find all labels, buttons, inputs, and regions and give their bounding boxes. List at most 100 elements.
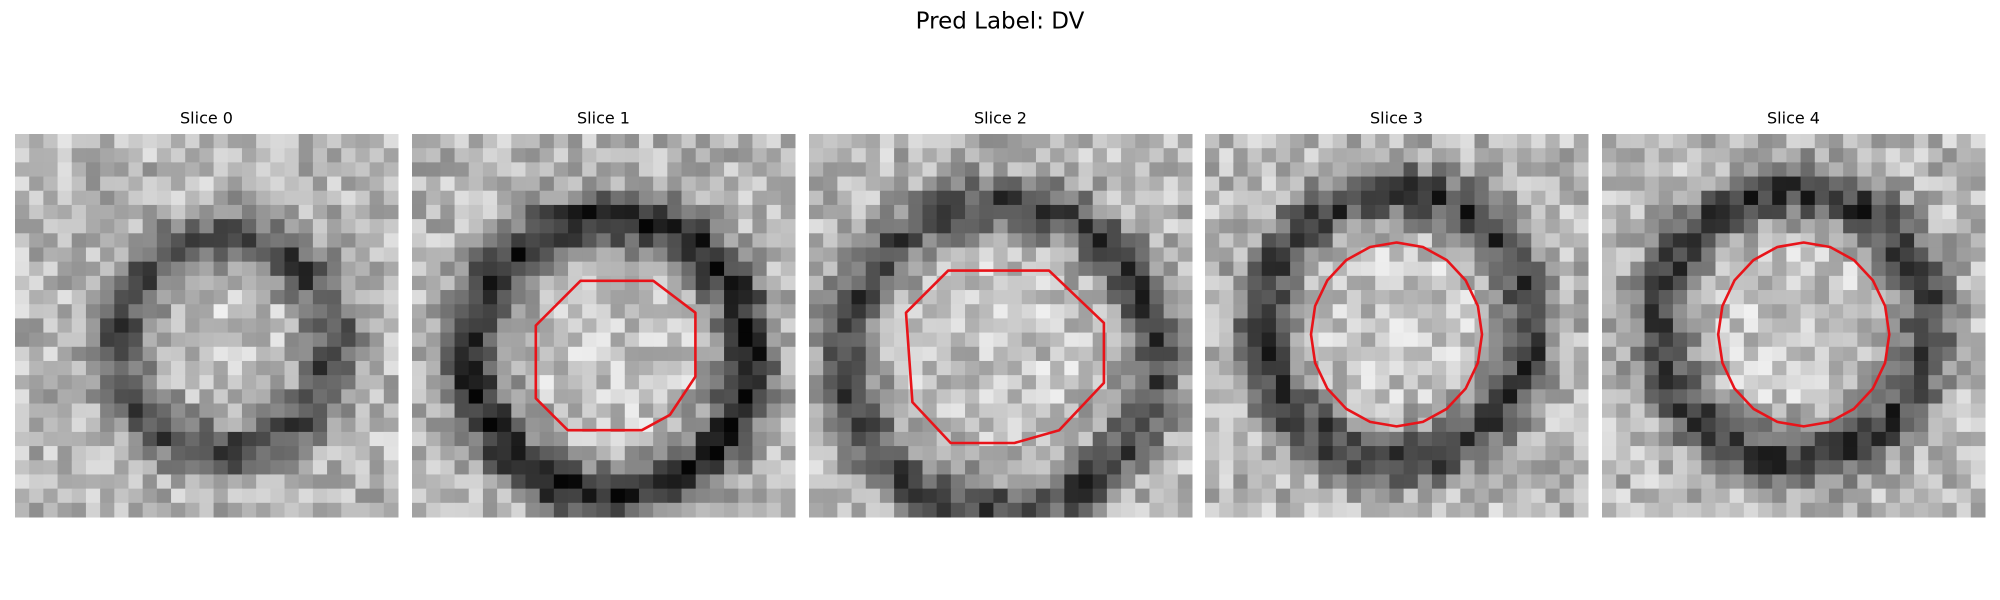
pixel [128, 304, 144, 319]
pixel [1644, 219, 1660, 234]
pixel [1531, 431, 1546, 447]
pixel [1346, 190, 1362, 206]
pixel [1389, 474, 1405, 490]
pixel [312, 375, 328, 390]
pixel [1970, 304, 1986, 319]
pixel [482, 360, 498, 376]
pixel [1460, 431, 1476, 447]
pixel [114, 488, 129, 504]
pixel [936, 290, 952, 305]
pixel [1743, 219, 1759, 234]
pixel [1871, 417, 1887, 433]
pixel [667, 417, 683, 433]
pixel [780, 233, 796, 248]
pixel [709, 375, 725, 390]
pixel [1545, 417, 1561, 433]
pixel [1050, 318, 1065, 334]
pixel [100, 233, 115, 248]
pixel [511, 346, 526, 362]
pixel [1871, 360, 1887, 376]
pixel [738, 389, 753, 405]
pixel [1205, 375, 1220, 390]
pixel [724, 275, 739, 291]
pixel [1431, 134, 1447, 149]
pixel [582, 204, 597, 220]
pixel [553, 148, 569, 163]
pixel [1772, 233, 1787, 248]
pixel [681, 261, 697, 277]
pixel [638, 346, 654, 362]
pixel [1602, 360, 1617, 376]
pixel [1672, 162, 1688, 178]
pixel [241, 502, 257, 518]
pixel [1531, 417, 1546, 433]
pixel [412, 417, 427, 433]
pixel [1970, 332, 1986, 348]
pixel [1517, 275, 1532, 291]
pixel [1729, 431, 1745, 447]
pixel [851, 346, 867, 362]
pixel [894, 346, 909, 362]
pixel [1843, 346, 1858, 362]
pixel [256, 502, 271, 518]
pixel [199, 318, 215, 334]
pixel [724, 502, 739, 518]
pixel [1644, 375, 1660, 390]
pixel [865, 134, 881, 149]
pixel [894, 190, 909, 206]
pixel [950, 389, 966, 405]
pixel [1417, 431, 1433, 447]
pixel [468, 275, 484, 291]
pixel [766, 488, 782, 504]
pixel [1417, 488, 1433, 504]
pixel [1078, 275, 1094, 291]
pixel [1729, 332, 1745, 348]
pixel [1885, 417, 1901, 433]
pixel [851, 318, 867, 334]
pixel [1715, 375, 1731, 390]
pixel [1375, 403, 1390, 419]
pixel [1446, 332, 1461, 348]
pixel [454, 389, 470, 405]
pixel [596, 176, 612, 192]
pixel [865, 403, 881, 419]
pixel [1332, 417, 1348, 433]
pixel [1616, 318, 1631, 334]
pixel [327, 502, 342, 518]
pixel [596, 403, 612, 419]
pixel [837, 431, 853, 447]
pixel [1205, 176, 1220, 192]
pixel [1106, 204, 1122, 220]
pixel [1942, 318, 1958, 334]
pixel [426, 460, 441, 475]
pixel [695, 148, 711, 163]
pixel [213, 247, 229, 263]
pixel [468, 403, 484, 419]
pixel [1219, 332, 1234, 348]
pixel [213, 502, 229, 518]
pixel [582, 474, 597, 490]
pixel [596, 502, 612, 518]
pixel [752, 275, 768, 291]
pixel [624, 488, 640, 504]
pixel [355, 162, 371, 178]
pixel [270, 403, 286, 419]
pixel [1956, 332, 1972, 348]
pixel [43, 233, 59, 248]
pixel [1531, 332, 1546, 348]
pixel [1050, 162, 1065, 178]
pixel [1474, 233, 1490, 248]
pixel [383, 204, 399, 220]
pixel [256, 219, 271, 234]
pixel [1446, 233, 1461, 248]
pixel [29, 488, 44, 504]
pixel [85, 304, 101, 319]
pixel [1050, 134, 1065, 149]
pixel [553, 460, 569, 475]
pixel [241, 162, 257, 178]
pixel [1644, 460, 1660, 475]
pixel [1375, 488, 1390, 504]
pixel [1956, 162, 1972, 178]
pixel [440, 134, 456, 149]
pixel [1092, 389, 1108, 405]
